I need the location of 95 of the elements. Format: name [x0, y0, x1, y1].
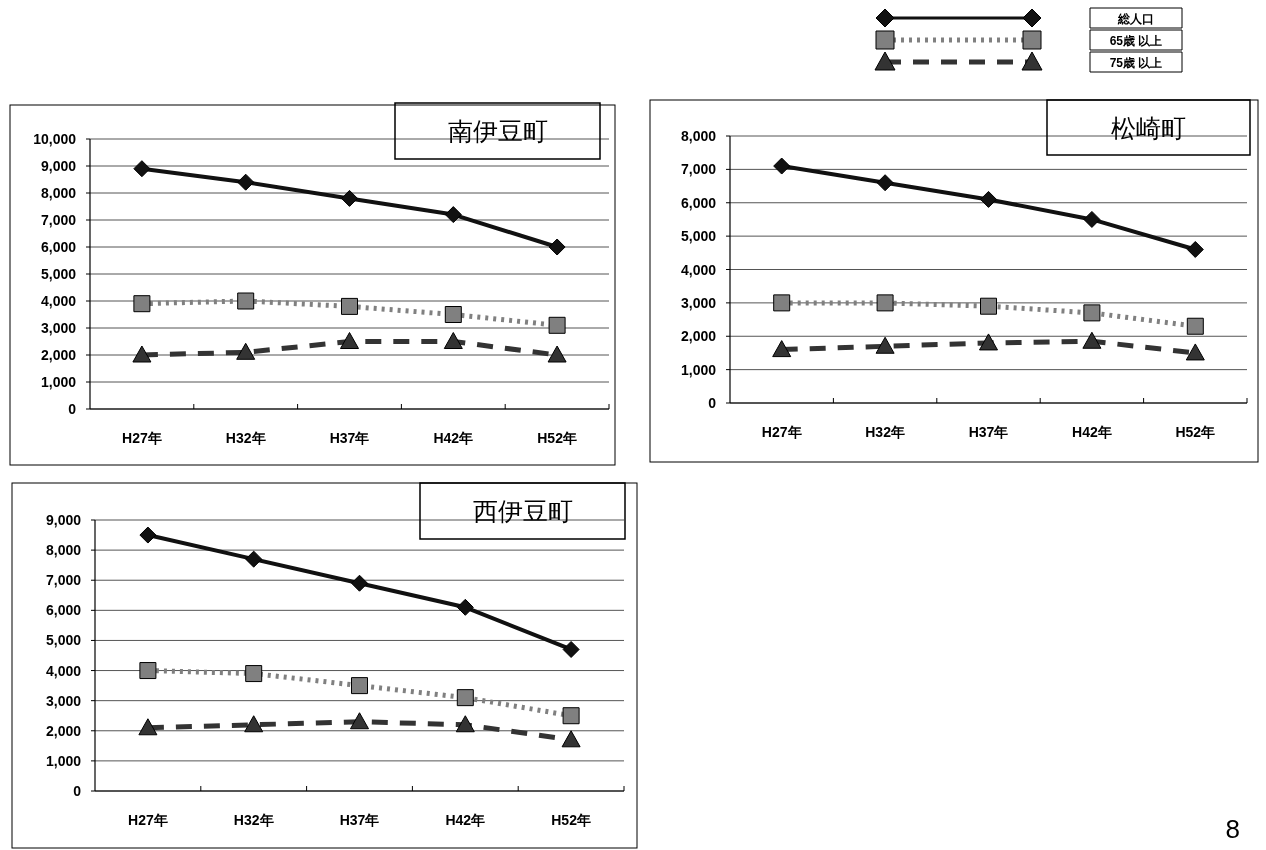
x-tick-label: H32年	[225, 430, 266, 446]
x-tick-label: H52年	[551, 812, 591, 828]
y-tick-label: 3,000	[45, 692, 82, 709]
y-tick-label: 0	[68, 401, 77, 417]
y-tick-label: 6,000	[680, 194, 717, 211]
point	[773, 157, 791, 175]
x-tick-label: H37年	[329, 430, 370, 446]
point	[138, 718, 158, 736]
point	[456, 598, 474, 616]
point	[456, 689, 474, 707]
point	[351, 574, 368, 592]
y-tick-label: 3,000	[680, 294, 717, 311]
point	[133, 160, 151, 178]
point	[132, 345, 152, 363]
y-tick-label: 9,000	[40, 158, 77, 174]
point	[772, 340, 792, 358]
point	[455, 715, 475, 733]
point	[245, 665, 263, 683]
point	[876, 294, 894, 312]
x-tick-label: H27年	[761, 424, 802, 440]
x-tick-label: H42年	[433, 430, 474, 446]
x-tick-label: H32年	[865, 424, 905, 440]
y-tick-label: 6,000	[45, 602, 82, 619]
y-tick-label: 1,000	[680, 361, 717, 378]
point	[562, 640, 580, 658]
y-tick-label: 1,000	[40, 374, 77, 390]
y-tick-label: 7,000	[680, 161, 717, 178]
y-tick-label: 7,000	[40, 212, 77, 228]
y-tick-label: 2,000	[680, 328, 717, 345]
y-tick-label: 0	[73, 783, 82, 799]
point	[547, 345, 567, 363]
point	[341, 297, 358, 315]
y-tick-label: 4,000	[45, 662, 82, 679]
x-tick-label: H27年	[122, 430, 162, 446]
y-tick-label: 0	[708, 395, 717, 411]
chart-title: 西伊豆町	[472, 497, 573, 525]
point	[244, 715, 264, 733]
chart-title: 松崎町	[1111, 113, 1186, 142]
point	[561, 730, 581, 748]
point	[237, 173, 255, 191]
point	[1185, 343, 1205, 361]
y-tick-label: 8,000	[40, 185, 77, 201]
point	[443, 332, 463, 349]
point	[876, 174, 894, 192]
point	[444, 206, 462, 224]
y-tick-label: 5,000	[680, 228, 717, 245]
x-tick-label: H27年	[128, 812, 168, 828]
y-tick-label: 10,000	[33, 131, 77, 147]
point	[237, 292, 255, 310]
point	[139, 526, 157, 544]
y-tick-label: 7,000	[45, 572, 82, 589]
point	[1083, 304, 1101, 322]
point	[350, 712, 369, 730]
point	[1186, 317, 1204, 335]
point	[548, 238, 566, 256]
point	[133, 295, 151, 313]
point	[1083, 210, 1101, 228]
point	[1082, 331, 1102, 349]
point	[562, 707, 580, 725]
y-tick-label: 2,000	[45, 722, 82, 739]
y-tick-label: 1,000	[45, 752, 82, 769]
point	[548, 316, 566, 334]
y-tick-label: 8,000	[680, 128, 717, 144]
point	[245, 550, 263, 568]
x-tick-label: H42年	[1072, 424, 1112, 440]
y-tick-label: 4,000	[40, 293, 77, 309]
point	[351, 677, 368, 695]
point	[1186, 240, 1204, 258]
x-tick-label: H52年	[1175, 424, 1216, 440]
point	[341, 189, 358, 207]
y-tick-label: 3,000	[40, 320, 77, 336]
chart-title: 南伊豆町	[447, 117, 548, 145]
x-tick-label: H37年	[339, 812, 380, 828]
text: 8	[1225, 814, 1240, 844]
y-tick-label: 4,000	[680, 261, 717, 278]
x-tick-label: H52年	[537, 430, 577, 446]
point	[980, 190, 997, 208]
legend: 総人口 65歳 以上 75歳 以上	[874, 7, 1183, 73]
point	[139, 662, 157, 680]
point	[979, 333, 998, 351]
y-tick-label: 5,000	[40, 266, 77, 282]
x-tick-label: H42年	[445, 812, 486, 828]
y-tick-label: 6,000	[40, 239, 77, 255]
point	[980, 297, 997, 315]
point	[444, 306, 462, 323]
y-tick-label: 5,000	[45, 632, 82, 649]
x-tick-label: H32年	[233, 812, 274, 828]
point	[773, 294, 791, 312]
y-tick-label: 9,000	[45, 512, 82, 528]
point	[236, 342, 256, 360]
point	[340, 332, 359, 349]
x-tick-label: H37年	[968, 424, 1009, 440]
y-tick-label: 8,000	[45, 542, 82, 559]
point	[875, 336, 895, 354]
y-tick-label: 2,000	[40, 347, 77, 363]
